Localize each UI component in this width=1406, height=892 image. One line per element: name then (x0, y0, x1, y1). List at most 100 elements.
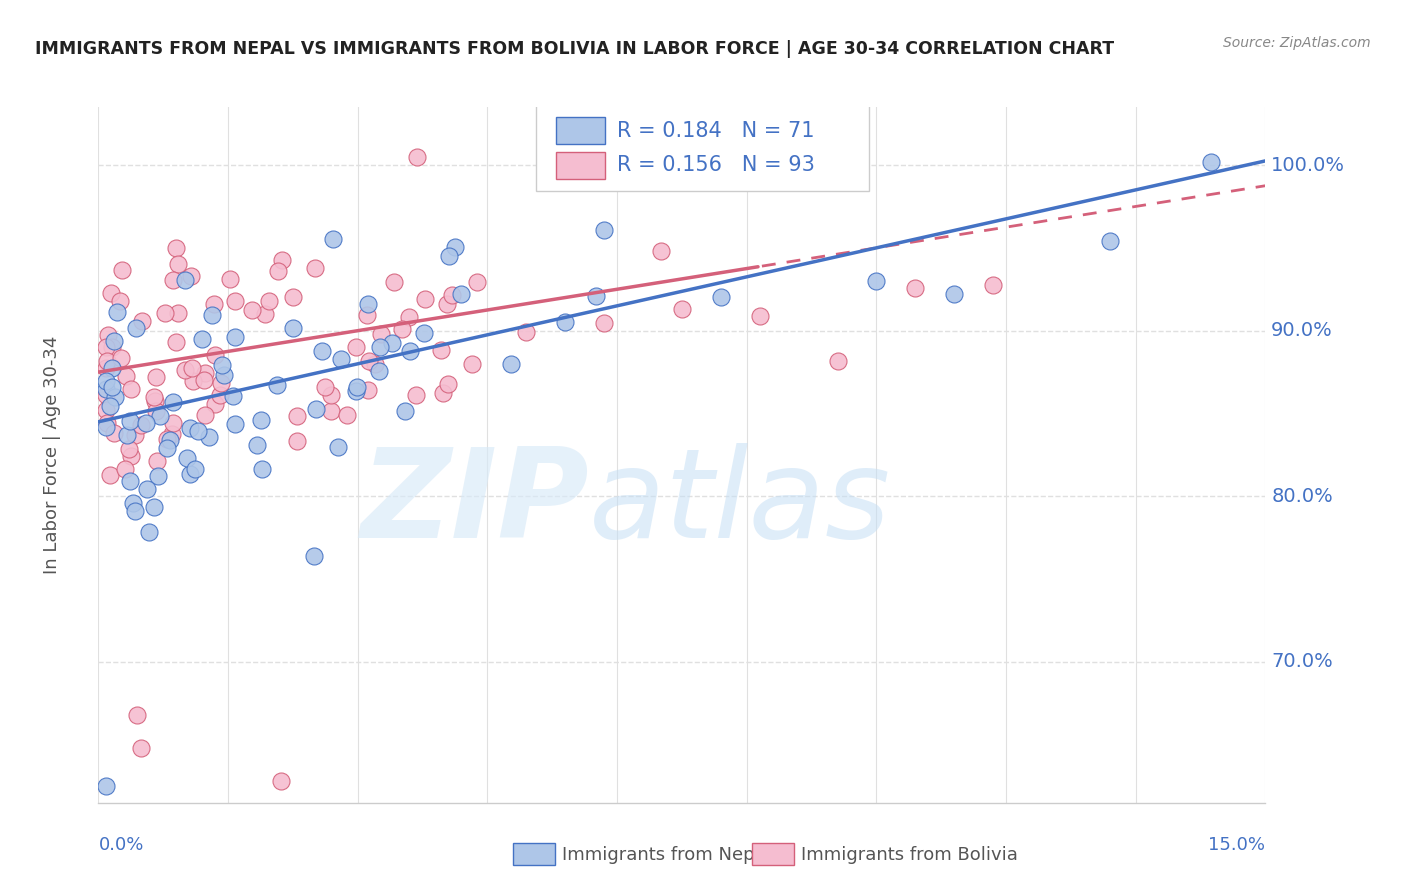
Text: 100.0%: 100.0% (1271, 155, 1346, 175)
Text: ZIP: ZIP (360, 443, 589, 564)
Point (285, 434, 308, 448)
Point (245, 438, 267, 452)
Point (499, 357, 522, 371)
Text: R = 0.156   N = 93: R = 0.156 N = 93 (617, 155, 814, 176)
Point (250, 462, 273, 476)
Point (120, 414, 142, 428)
Point (194, 367, 217, 381)
Point (114, 462, 136, 476)
Point (515, 325, 537, 339)
Point (179, 421, 201, 435)
Point (115, 428, 138, 442)
Point (257, 294, 280, 309)
Point (96, 382, 118, 396)
Point (180, 269, 202, 284)
Point (96, 340, 118, 354)
Point (357, 383, 380, 397)
Point (166, 257, 188, 271)
Point (465, 275, 488, 289)
Point (330, 351, 353, 366)
Point (319, 388, 342, 402)
Point (441, 287, 464, 301)
Point (943, 287, 966, 301)
Point (211, 358, 233, 372)
Point (254, 306, 277, 320)
Point (346, 380, 368, 394)
Point (322, 232, 344, 246)
Point (180, 361, 202, 376)
Point (179, 467, 201, 482)
Point (204, 396, 226, 410)
Point (96, 354, 118, 368)
Point (101, 340, 124, 354)
Point (415, 292, 437, 306)
Point (593, 222, 616, 236)
Point (364, 357, 387, 371)
Point (1199, 154, 1222, 169)
Point (165, 241, 187, 255)
Point (156, 441, 179, 455)
Point (191, 332, 214, 346)
Point (368, 340, 391, 354)
Point (240, 303, 263, 318)
Point (224, 293, 246, 308)
Point (554, 315, 576, 329)
Point (650, 244, 672, 258)
Point (222, 389, 245, 403)
Point (193, 373, 215, 387)
Point (304, 260, 326, 275)
Point (671, 301, 693, 316)
Point (429, 343, 451, 358)
Point (97, 327, 120, 342)
Point (370, 327, 392, 342)
FancyBboxPatch shape (536, 103, 869, 191)
Point (142, 390, 165, 404)
Point (204, 348, 226, 362)
Point (398, 310, 420, 325)
Point (122, 496, 145, 510)
Point (118, 442, 141, 456)
Point (96, 402, 118, 417)
Point (149, 409, 172, 424)
Point (204, 297, 226, 311)
Text: Immigrants from Bolivia: Immigrants from Bolivia (801, 846, 1018, 863)
Point (432, 385, 454, 400)
Point (981, 278, 1004, 293)
Point (110, 351, 132, 366)
Point (270, 774, 292, 789)
Point (145, 369, 167, 384)
Point (314, 380, 336, 394)
Point (593, 317, 616, 331)
Point (748, 310, 770, 324)
Point (138, 524, 160, 539)
Point (281, 290, 304, 304)
Point (98, 399, 121, 413)
Point (212, 368, 235, 383)
Point (208, 387, 231, 401)
Point (224, 329, 246, 343)
Point (96, 360, 118, 375)
Point (165, 334, 187, 349)
Point (136, 482, 159, 496)
Point (184, 462, 207, 476)
Point (153, 306, 176, 320)
Point (159, 433, 181, 447)
Point (382, 275, 405, 289)
Point (391, 322, 413, 336)
Point (344, 384, 367, 399)
Point (1098, 234, 1121, 248)
Point (356, 308, 378, 322)
Point (120, 450, 142, 464)
Point (209, 376, 232, 390)
Point (302, 549, 325, 563)
Point (156, 432, 179, 446)
Point (162, 273, 184, 287)
Point (311, 344, 333, 359)
Point (250, 413, 273, 427)
Point (359, 354, 381, 368)
Point (444, 240, 467, 254)
Point (111, 262, 134, 277)
Point (461, 357, 484, 371)
Point (145, 404, 167, 418)
FancyBboxPatch shape (555, 118, 605, 144)
